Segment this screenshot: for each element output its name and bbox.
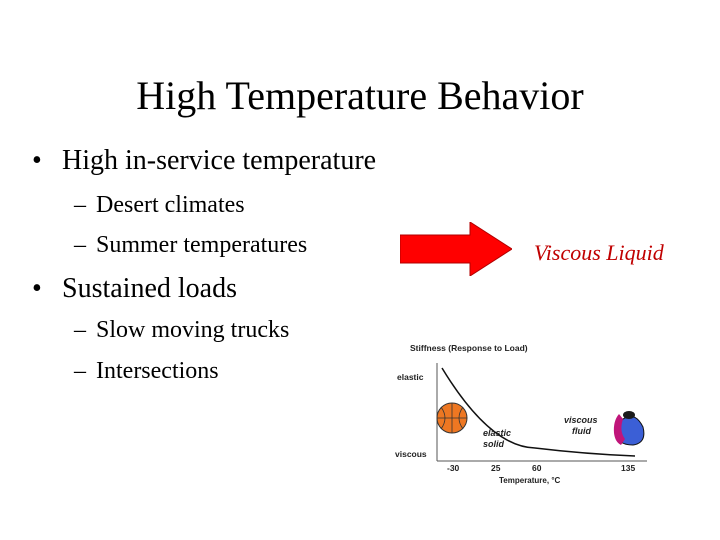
sub-bullet-item: – Intersections xyxy=(74,357,219,385)
x-axis-label: Temperature, °C xyxy=(499,476,561,485)
viscous-fluid-label-1: viscous xyxy=(564,415,598,425)
x-tick-label: -30 xyxy=(447,463,460,473)
x-tick-label: 25 xyxy=(491,463,501,473)
sub-bullet-item: – Summer temperatures xyxy=(74,231,307,259)
right-arrow-icon xyxy=(400,222,512,276)
x-tick-label: 135 xyxy=(621,463,635,473)
bullet-marker: • xyxy=(32,145,42,176)
y-label-elastic: elastic xyxy=(397,372,424,382)
x-tick-label: 60 xyxy=(532,463,542,473)
dash-marker: – xyxy=(74,192,86,218)
stiffness-curve xyxy=(441,367,636,457)
sub-bullet-text: Desert climates xyxy=(96,192,245,218)
arrow-shape xyxy=(400,222,512,276)
bullet-marker: • xyxy=(32,273,42,304)
bullet-text: High in-service temperature xyxy=(62,145,377,176)
elastic-solid-label-1: elastic xyxy=(483,428,511,438)
result-label: Viscous Liquid xyxy=(534,240,664,265)
dash-marker: – xyxy=(74,317,86,343)
sub-bullet-text: Summer temperatures xyxy=(96,232,308,258)
bullet-text: Sustained loads xyxy=(62,273,237,304)
elastic-solid-label-2: solid xyxy=(483,439,505,449)
sub-bullet-text: Slow moving trucks xyxy=(96,317,290,343)
bullet-item: • High in-service temperature xyxy=(32,145,376,177)
y-label-viscous: viscous xyxy=(395,449,427,459)
figure-title: Stiffness (Response to Load) xyxy=(410,343,528,353)
sub-bullet-text: Intersections xyxy=(96,358,219,384)
dash-marker: – xyxy=(74,358,86,384)
dash-marker: – xyxy=(74,232,86,258)
sub-bullet-item: – Slow moving trucks xyxy=(74,316,289,344)
basketball-icon xyxy=(436,402,468,434)
viscous-fluid-label-2: fluid xyxy=(572,426,591,436)
stiffness-figure: Stiffness (Response to Load) elastic vis… xyxy=(395,343,647,485)
water-balloon-icon xyxy=(613,411,645,446)
sub-bullet-item: – Desert climates xyxy=(74,191,245,219)
slide-title: High Temperature Behavior xyxy=(136,73,584,118)
bullet-item: • Sustained loads xyxy=(32,273,237,305)
